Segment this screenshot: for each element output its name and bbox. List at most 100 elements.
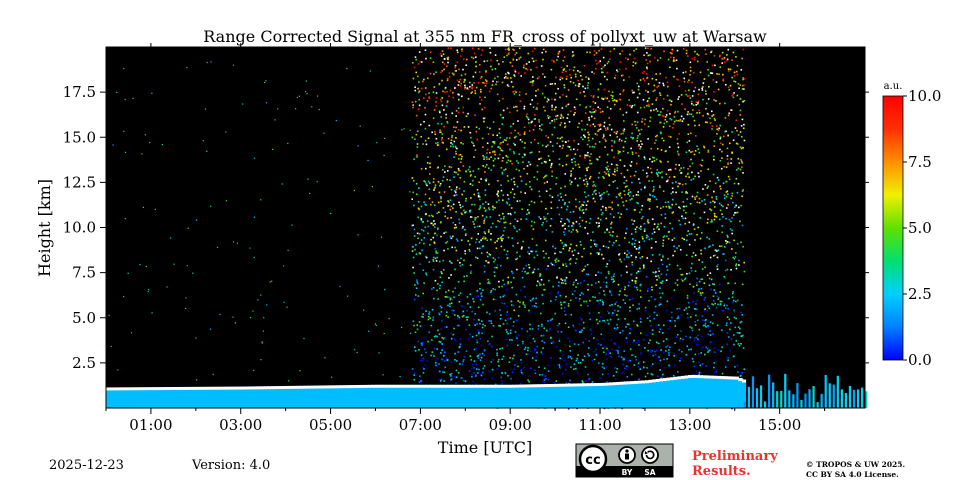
- noise-point: [579, 92, 582, 94]
- noise-point: [727, 162, 729, 165]
- noise-point: [572, 222, 575, 225]
- noise-point: [424, 87, 427, 89]
- noise-point: [513, 177, 515, 180]
- bl-column: [637, 383, 642, 408]
- noise-point: [418, 208, 421, 211]
- noise-point: [682, 338, 684, 341]
- noise-point: [627, 360, 630, 362]
- noise-point: [716, 250, 718, 252]
- noise-point: [481, 214, 484, 217]
- noise-point: [697, 334, 699, 337]
- noise-point: [488, 343, 491, 346]
- noise-point: [738, 162, 741, 164]
- noise-point: [528, 334, 531, 337]
- bl-column: [116, 389, 121, 408]
- noise-point: [541, 144, 544, 147]
- noise-point: [585, 300, 588, 303]
- noise-point: [463, 180, 466, 183]
- noise-point: [441, 169, 444, 171]
- noise-point: [212, 373, 214, 375]
- noise-point: [524, 154, 526, 156]
- noise-point: [620, 213, 623, 215]
- noise-point: [719, 142, 722, 145]
- noise-point: [586, 143, 589, 146]
- noise-point: [605, 129, 607, 131]
- noise-point: [561, 136, 563, 139]
- noise-point: [738, 206, 740, 209]
- noise-point: [721, 143, 724, 146]
- noise-point: [729, 322, 732, 324]
- noise-point: [651, 77, 654, 80]
- noise-point: [549, 141, 552, 143]
- noise-point: [531, 272, 534, 274]
- noise-point: [525, 183, 527, 186]
- noise-point: [684, 277, 687, 280]
- noise-point: [462, 305, 465, 308]
- bl-top-edge: [177, 386, 183, 390]
- noise-point: [613, 170, 616, 173]
- noise-point: [717, 263, 719, 266]
- noise-point: [658, 253, 661, 256]
- noise-point: [438, 191, 441, 194]
- noise-point: [582, 382, 584, 385]
- noise-point: [262, 330, 264, 332]
- noise-point: [478, 196, 481, 198]
- noise-point: [517, 132, 520, 135]
- noise-point: [647, 199, 649, 201]
- noise-point: [469, 250, 471, 252]
- noise-point: [623, 252, 626, 255]
- noise-point: [505, 253, 508, 256]
- noise-point: [551, 170, 553, 173]
- bl-top-edge: [429, 384, 434, 388]
- noise-point: [509, 212, 512, 215]
- late-column: [796, 383, 799, 408]
- noise-point: [539, 273, 541, 275]
- noise-point: [124, 151, 127, 153]
- noise-point: [492, 134, 494, 136]
- noise-point: [112, 144, 114, 146]
- noise-point: [713, 212, 716, 215]
- noise-point: [442, 268, 445, 271]
- noise-point: [617, 352, 619, 354]
- noise-point: [556, 206, 559, 209]
- noise-point: [725, 83, 727, 86]
- noise-point: [678, 164, 681, 166]
- noise-point: [592, 123, 595, 126]
- noise-point: [447, 61, 449, 64]
- noise-point: [478, 368, 480, 371]
- noise-point: [443, 125, 446, 128]
- noise-point: [737, 371, 739, 373]
- noise-point: [737, 82, 740, 85]
- noise-point: [696, 284, 698, 286]
- noise-point: [570, 76, 572, 79]
- noise-point: [630, 165, 632, 167]
- noise-point: [416, 281, 419, 283]
- noise-point: [637, 85, 640, 88]
- noise-point: [455, 194, 458, 196]
- noise-point: [611, 348, 613, 351]
- noise-point: [696, 338, 699, 340]
- noise-point: [579, 329, 582, 332]
- bl-top-edge: [630, 381, 635, 385]
- noise-point: [551, 263, 554, 266]
- noise-point: [506, 156, 509, 158]
- noise-point: [619, 61, 622, 63]
- noise-point: [707, 98, 710, 100]
- noise-point: [479, 298, 482, 301]
- noise-point: [635, 48, 638, 50]
- noise-point: [693, 228, 696, 230]
- bl-top-edge: [314, 385, 319, 389]
- noise-point: [664, 118, 667, 121]
- noise-point: [541, 323, 543, 326]
- noise-point: [431, 351, 434, 353]
- noise-point: [492, 298, 495, 301]
- noise-point: [506, 202, 509, 205]
- noise-point: [569, 263, 572, 265]
- noise-point: [563, 310, 566, 313]
- noise-point: [458, 222, 461, 224]
- noise-point: [499, 147, 501, 150]
- noise-point: [642, 264, 645, 267]
- noise-point: [603, 125, 606, 128]
- noise-point: [633, 57, 636, 60]
- noise-point: [740, 125, 743, 127]
